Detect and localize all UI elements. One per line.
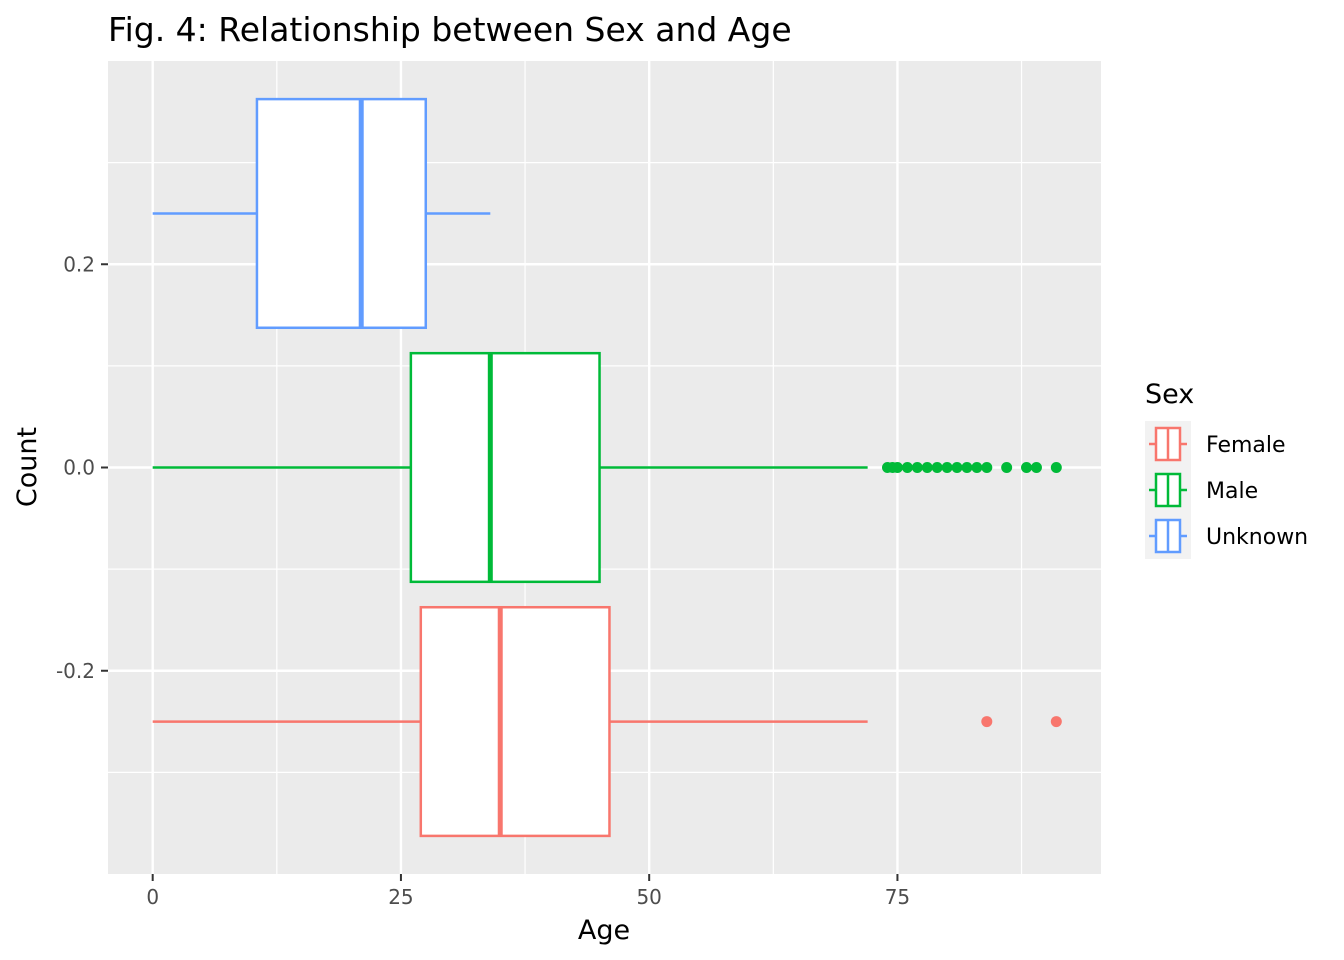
outlier-point-male [981,462,993,473]
iqr-box-male [409,351,601,584]
legend-entry-unknown: Unknown [1149,518,1308,554]
outlier-point-female [1050,716,1062,728]
y-axis-title: Count [12,427,43,507]
outlier-point-male [971,462,983,473]
y-tick-label: 0.0 [63,456,95,480]
box-male [152,351,1062,584]
outlier-point-male [1050,462,1062,473]
legend-entry-female: Female [1149,426,1286,462]
outlier-point-male [1021,462,1033,473]
outlier-point-male [931,462,943,473]
outlier-point-male [1001,462,1013,473]
box-unknown [152,97,491,330]
x-tick-label: 50 [636,885,661,909]
iqr-box-female [419,605,611,838]
legend-entry-male: Male [1149,472,1258,508]
legend-label-unknown: Unknown [1206,525,1308,550]
legend-title: Sex [1145,379,1194,410]
iqr-box-unknown [255,97,428,330]
x-tick-label: 0 [146,885,159,909]
y-tick-label: 0.2 [63,252,95,276]
box-series [152,97,1062,838]
outlier-point-male [951,462,963,473]
outlier-point-male [911,462,923,473]
outlier-point-male [891,462,903,473]
chart-title: Fig. 4: Relationship between Sex and Age [108,10,792,49]
x-tick-label: 25 [388,885,413,909]
y-tick-label: -0.2 [56,659,95,683]
y-axis: -0.2 0.0 0.2 [56,252,108,683]
legend: Sex Female Male Unknown [1145,379,1308,559]
outlier-point-male [961,462,973,473]
outlier-point-male [921,462,933,473]
x-axis: 0 25 50 75 [146,874,910,909]
outlier-point-female [981,716,993,728]
x-axis-title: Age [578,915,630,946]
outlier-point-male [1030,462,1042,473]
box-female [152,605,1062,838]
outlier-point-male [901,462,913,473]
legend-label-female: Female [1206,433,1286,458]
outlier-point-male [941,462,953,473]
x-tick-label: 75 [885,885,910,909]
legend-label-male: Male [1206,479,1258,504]
